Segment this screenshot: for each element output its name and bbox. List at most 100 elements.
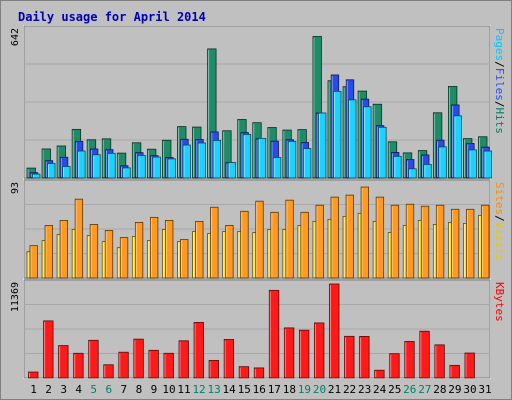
- axis-label-part: /: [493, 101, 506, 108]
- bar-traffic-pages-day-11: [182, 144, 191, 179]
- bar-kbytes-kbytes-day-17: [268, 289, 280, 379]
- x-tick-label-day-27: 27: [418, 383, 431, 396]
- bar-kbytes-kbytes-day-23: [359, 336, 370, 379]
- bar-traffic-pages-day-17: [272, 157, 282, 179]
- x-tick-label-day-9: 9: [151, 383, 158, 396]
- x-tick-label-day-17: 17: [268, 383, 281, 396]
- x-tick-label-day-20: 20: [313, 383, 326, 396]
- axis-label-part: /: [493, 215, 506, 222]
- bar-traffic-pages-day-23: [363, 106, 372, 179]
- bar-traffic-pages-day-25: [393, 155, 402, 179]
- x-tick-label-day-14: 14: [223, 383, 237, 396]
- bar-traffic-pages-day-9: [152, 156, 161, 179]
- x-tick-label-day-30: 30: [463, 383, 476, 396]
- x-tick-label-day-8: 8: [136, 383, 143, 396]
- axis-label-part: KBytes: [493, 282, 506, 322]
- bar-traffic-pages-day-27: [423, 163, 432, 179]
- x-tick-label-day-6: 6: [105, 383, 112, 396]
- bar-kbytes-kbytes-day-4: [73, 352, 84, 379]
- bar-visits-sites-day-28: [435, 204, 445, 279]
- x-tick-label-day-2: 2: [45, 383, 52, 396]
- bar-kbytes-kbytes-day-9: [148, 349, 159, 379]
- x-tick-label-day-16: 16: [253, 383, 266, 396]
- bar-visits-sites-day-25: [390, 204, 400, 279]
- axis-label-part: /: [493, 61, 506, 68]
- bar-visits-sites-day-20: [315, 204, 324, 279]
- bar-visits-sites-day-7: [119, 237, 129, 279]
- bar-kbytes-kbytes-day-3: [58, 345, 69, 379]
- panel-visits-axis-label: Sites/Visits: [493, 182, 506, 262]
- bar-traffic-pages-day-28: [438, 146, 447, 179]
- x-tick-label-day-21: 21: [328, 383, 341, 396]
- bar-visits-sites-day-22: [345, 194, 354, 279]
- x-tick-label-day-19: 19: [298, 383, 311, 396]
- bar-kbytes-kbytes-day-11: [178, 340, 189, 379]
- bar-kbytes-kbytes-day-27: [419, 330, 430, 379]
- bar-traffic-pages-day-21: [333, 90, 342, 179]
- bar-visits-sites-day-3: [59, 219, 68, 279]
- x-tick-label-day-4: 4: [75, 383, 82, 396]
- bar-visits-sites-day-30: [466, 208, 475, 279]
- x-tick-label-day-25: 25: [388, 383, 401, 396]
- x-tick-label-day-10: 10: [162, 383, 175, 396]
- bar-visits-sites-day-27: [420, 205, 430, 279]
- panel-traffic-axis-label: Pages/Files/Hits: [493, 28, 506, 134]
- bar-visits-sites-day-2: [44, 225, 53, 279]
- axis-label-part: Visits: [493, 222, 506, 262]
- bar-traffic-pages-day-2: [47, 163, 56, 179]
- bar-visits-sites-day-10: [165, 219, 174, 279]
- bar-traffic-pages-day-22: [348, 99, 357, 179]
- bar-kbytes-kbytes-day-30: [464, 352, 475, 379]
- x-tick-label-day-26: 26: [403, 383, 416, 396]
- axis-label-part: Sites: [493, 182, 506, 215]
- x-tick-label-day-5: 5: [90, 383, 97, 396]
- bar-visits-sites-day-1: [29, 245, 38, 279]
- bar-visits-sites-day-4: [74, 198, 84, 279]
- bar-traffic-pages-day-26: [408, 168, 417, 179]
- bar-traffic-pages-day-10: [167, 158, 176, 179]
- bar-traffic-pages-day-8: [137, 155, 146, 179]
- bar-kbytes-kbytes-day-16: [253, 367, 265, 379]
- axis-label-part: Pages: [493, 28, 506, 61]
- x-tick-label-day-11: 11: [177, 383, 190, 396]
- bar-kbytes-kbytes-day-21: [329, 283, 340, 379]
- panel-visits-max-label: 93: [10, 182, 21, 194]
- x-tick-label-day-24: 24: [373, 383, 387, 396]
- bar-visits-sites-day-6: [104, 230, 114, 279]
- bar-visits-sites-day-13: [210, 206, 219, 279]
- bar-traffic-pages-day-13: [212, 140, 222, 179]
- bar-traffic-pages-day-16: [257, 137, 267, 179]
- bar-traffic-pages-day-12: [197, 142, 206, 179]
- x-tick-label-day-3: 3: [60, 383, 67, 396]
- bar-visits-sites-day-11: [180, 239, 189, 279]
- bar-kbytes-kbytes-day-22: [344, 335, 355, 379]
- bar-traffic-pages-day-1: [32, 173, 41, 179]
- bar-visits-sites-day-31: [481, 204, 490, 279]
- bar-kbytes-kbytes-day-6: [103, 364, 114, 379]
- bar-traffic-pages-day-18: [287, 140, 297, 179]
- bar-visits-sites-day-26: [405, 203, 415, 279]
- x-tick-label-day-1: 1: [30, 383, 37, 396]
- bar-visits-sites-day-15: [240, 210, 249, 279]
- x-tick-label-day-29: 29: [448, 383, 461, 396]
- bar-visits-sites-day-9: [149, 216, 159, 279]
- panel-kbytes: 11369 KBytes: [10, 279, 506, 379]
- bar-kbytes-kbytes-day-13: [208, 359, 220, 379]
- panel-kbytes-axis-label: KBytes: [493, 282, 506, 322]
- x-tick-label-day-23: 23: [358, 383, 371, 396]
- bar-traffic-pages-day-5: [92, 154, 101, 179]
- bar-traffic-pages-day-4: [77, 150, 86, 179]
- x-tick-label-day-15: 15: [238, 383, 251, 396]
- bar-visits-sites-day-19: [300, 211, 309, 279]
- bar-kbytes-kbytes-day-5: [88, 339, 99, 379]
- axis-label-part: Files: [493, 68, 506, 101]
- bar-visits-sites-day-21: [330, 196, 339, 279]
- x-tick-label-day-31: 31: [478, 383, 491, 396]
- bar-kbytes-kbytes-day-24: [374, 369, 385, 379]
- bar-visits-sites-day-17: [270, 211, 279, 279]
- x-tick-label-day-22: 22: [343, 383, 356, 396]
- x-tick-label-day-13: 13: [208, 383, 221, 396]
- panel-kbytes-max-label: 11369: [10, 282, 21, 312]
